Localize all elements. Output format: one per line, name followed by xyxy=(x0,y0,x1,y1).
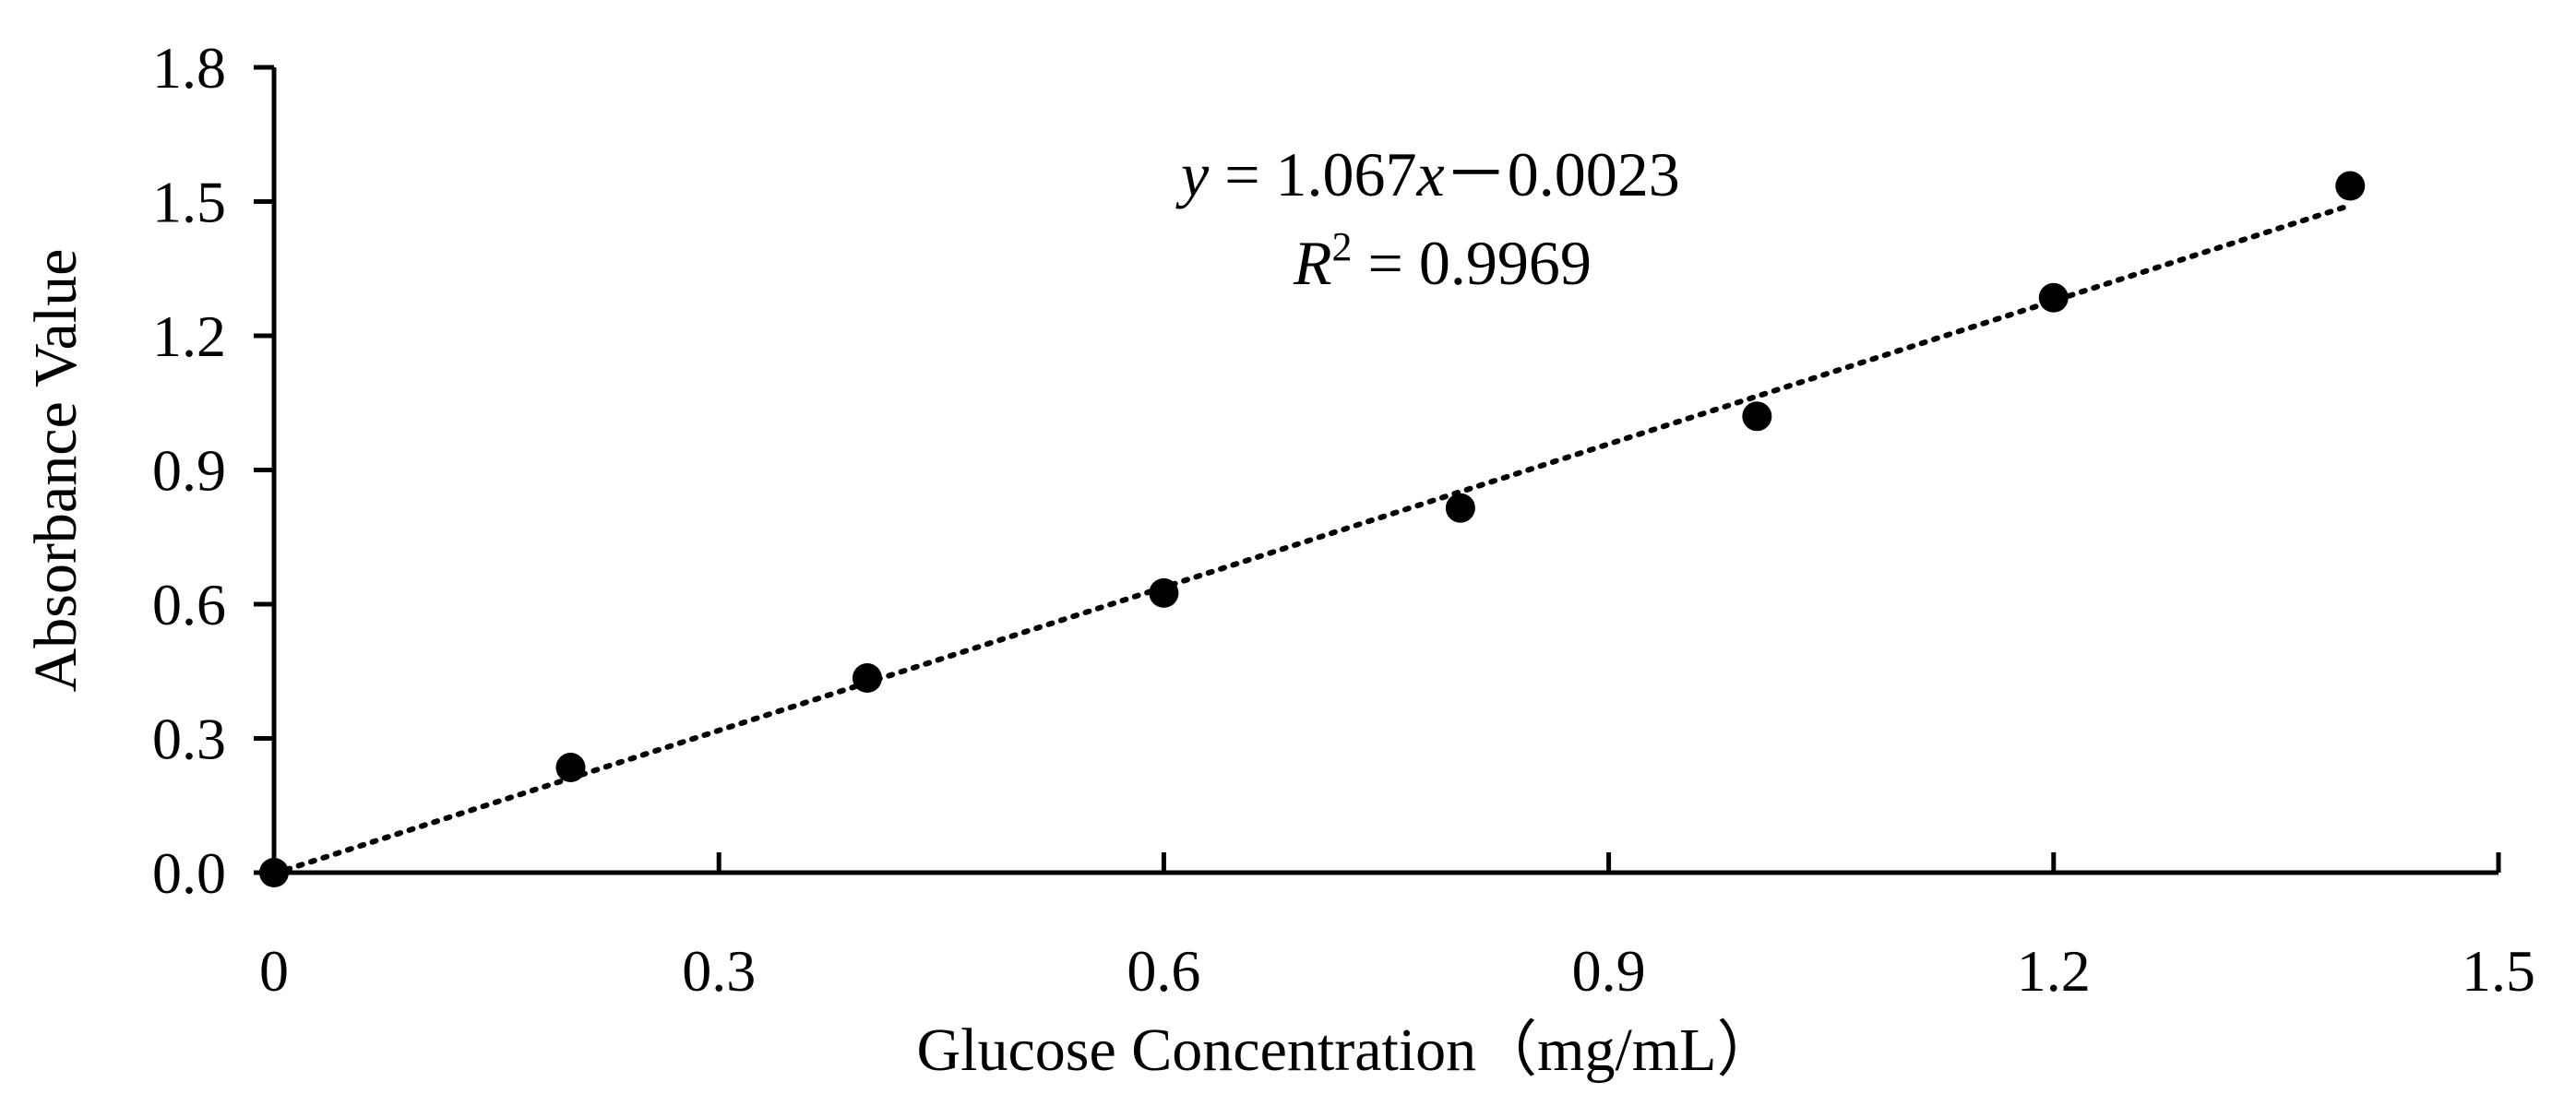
data-point xyxy=(2335,171,2366,201)
data-point xyxy=(1445,493,1475,523)
data-point xyxy=(2038,282,2069,313)
equation-annotation: y = 1.067x－0.0023 xyxy=(1175,139,1680,209)
equation-x-var: x xyxy=(1416,139,1445,209)
y-axis-title: Absorbance Value xyxy=(22,249,89,693)
r-squared-value: = 0.9969 xyxy=(1353,228,1592,298)
axis-tick-labels: 0.0 0.3 0.6 0.9 1.2 1.5 1.8 0 0.3 0.6 0.9 1.2 1.5 xyxy=(152,35,2535,1004)
equation-coef: = 1.067 xyxy=(1209,139,1416,209)
data-point xyxy=(1742,401,1772,432)
x-tick-label: 1.5 xyxy=(2462,938,2535,1004)
x-tick-label: 0.9 xyxy=(1572,938,1646,1004)
r-squared-annotation: R2 = 0.9969 xyxy=(1293,224,1592,298)
y-tick-label: 1.2 xyxy=(152,303,226,369)
data-point xyxy=(259,858,289,887)
y-tick-label: 0.6 xyxy=(152,572,226,637)
y-tick-label: 0.3 xyxy=(152,707,226,772)
y-tick-label: 1.8 xyxy=(152,35,226,101)
x-tick-label: 0.6 xyxy=(1127,938,1200,1004)
axis-ticks xyxy=(254,65,2501,875)
equation-intercept: －0.0023 xyxy=(1445,139,1680,209)
x-tick-label: 0 xyxy=(259,938,289,1004)
r-squared-var: R xyxy=(1293,228,1332,298)
trendline xyxy=(271,202,2354,877)
data-point xyxy=(555,753,586,783)
y-tick-label: 0.0 xyxy=(152,840,226,906)
equation-y-var: y xyxy=(1175,139,1210,209)
data-points xyxy=(259,171,2366,887)
data-point xyxy=(1149,577,1179,608)
x-axis-title: Glucose Concentration（mg/mL） xyxy=(917,1017,1778,1084)
r-squared-exponent: 2 xyxy=(1332,224,1353,269)
data-point xyxy=(852,663,882,694)
x-tick-label: 0.3 xyxy=(682,938,756,1004)
x-tick-label: 1.2 xyxy=(2017,938,2091,1004)
y-tick-label: 1.5 xyxy=(152,170,226,235)
y-tick-label: 0.9 xyxy=(152,438,226,504)
